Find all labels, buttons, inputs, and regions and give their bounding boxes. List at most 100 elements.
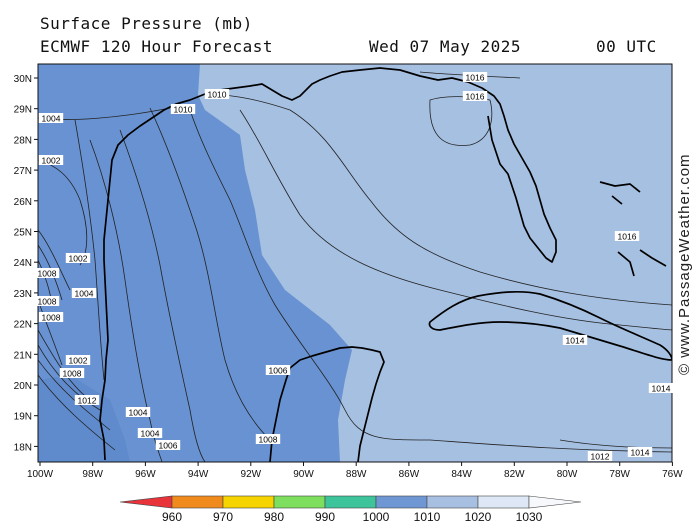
- latitude-axis: 30N 29N 28N 27N 26N 25N 24N 23N 22N 21N 20N 19N 18N: [14, 74, 38, 453]
- gulf-coastline: [99, 67, 557, 461]
- isobar-label: 1004: [141, 429, 160, 439]
- bahamas-coastline: [599, 181, 667, 277]
- scale-swatch: [375, 495, 428, 509]
- isobar-label: 1016: [466, 73, 485, 83]
- scale-swatch: [477, 495, 530, 509]
- lat-label: 18N: [14, 442, 32, 453]
- isobar-label: 1012: [78, 396, 97, 406]
- scale-label: 970: [213, 510, 233, 524]
- scale-label: 1020: [465, 510, 492, 524]
- scale-swatch: [273, 495, 326, 509]
- isobar-label: 1002: [69, 356, 88, 366]
- lon-label: 82W: [504, 469, 525, 480]
- scale-label: 1030: [516, 510, 543, 524]
- scale-swatch: [222, 495, 275, 509]
- lat-label: 23N: [14, 289, 32, 300]
- isobar-1016-closed: [429, 96, 493, 146]
- map-frame: [37, 63, 673, 463]
- scale-label: 960: [162, 510, 182, 524]
- isobar-label-bg: [71, 288, 97, 298]
- isobar-1006-southwest: [38, 344, 101, 411]
- isobar-label-bg: [462, 91, 488, 101]
- isobar-label-bg: [38, 113, 64, 123]
- lon-label: 92W: [241, 469, 262, 480]
- lon-label: 86W: [399, 469, 420, 480]
- chart-title: Surface Pressure (mb): [40, 14, 253, 33]
- isobar-label-bg: [204, 89, 230, 99]
- lat-label: 22N: [14, 320, 32, 331]
- lon-label: 94W: [188, 469, 209, 480]
- map-fields: [38, 64, 672, 462]
- isobar-label: 1010: [174, 105, 193, 115]
- lat-label: 25N: [14, 228, 32, 239]
- longitude-axis: 100W 98W 96W 94W 92W 90W 88W 86W 84W 82W 80W 78W 76W: [27, 462, 683, 480]
- lat-label: 19N: [14, 412, 32, 423]
- scale-label: 990: [315, 510, 335, 524]
- isobar-label-bg: [170, 104, 196, 114]
- lon-label: 98W: [82, 469, 103, 480]
- isobar-label: 1014: [566, 336, 585, 346]
- valid-time: 00 UTC: [596, 37, 657, 56]
- isobar-label: 1008: [63, 369, 82, 379]
- scale-label: 1010: [414, 510, 441, 524]
- lon-label: 100W: [27, 469, 54, 480]
- isobar-1002: [74, 119, 105, 381]
- isobar-1012: [204, 92, 672, 306]
- isobar-label-bg: [614, 231, 640, 241]
- isobar-label-bg: [125, 407, 151, 417]
- isobar-label-bg: [462, 72, 488, 82]
- isobar-label-bg: [38, 155, 64, 165]
- isobar-label: 1008: [38, 269, 57, 279]
- isobar-label-bg: [65, 253, 91, 263]
- isobar-label: 1008: [38, 297, 57, 307]
- isobar-label-bg: [627, 447, 653, 457]
- yucatan-coastline: [269, 346, 385, 462]
- lon-label: 76W: [662, 469, 683, 480]
- scale-low-arrow: [119, 495, 173, 509]
- isobar-1014-south: [559, 439, 672, 449]
- isobar-label-bg: [155, 440, 181, 450]
- scale-swatch: [324, 495, 377, 509]
- isobar-label-bg: [265, 365, 291, 375]
- scale-label: 1000: [363, 510, 390, 524]
- lat-label: 26N: [14, 197, 32, 208]
- lat-label: 21N: [14, 350, 32, 361]
- isobar-label: 1014: [631, 448, 650, 458]
- isobar-label-bg: [34, 296, 60, 306]
- isobar-label: 1002: [69, 254, 88, 264]
- isobar-label-bg: [59, 368, 85, 378]
- scale-swatch: [171, 495, 224, 509]
- isobar-label-bg: [137, 428, 163, 438]
- scale-label: 980: [264, 510, 284, 524]
- isobar-label: 1012: [591, 452, 610, 462]
- isobar-label-bg: [562, 335, 588, 345]
- isobar-label: 1014: [652, 384, 671, 394]
- isobar-label-bg: [648, 383, 674, 393]
- isobar-label: 1002: [42, 156, 61, 166]
- pressure-color-scale: 960 970 980 990 1000 1010 1020 1030: [119, 495, 582, 524]
- isobar-label: 1016: [618, 232, 637, 242]
- isobar-label-bg: [38, 312, 64, 322]
- isobar-1008-southwest: [38, 359, 111, 431]
- isobar-label-bg: [34, 268, 60, 278]
- model-label: ECMWF 120 Hour Forecast: [40, 37, 274, 56]
- lon-label: 90W: [293, 469, 314, 480]
- isobar-label-bg: [587, 451, 613, 461]
- lon-label: 88W: [346, 469, 367, 480]
- isobar-label: 1006: [159, 441, 178, 451]
- lon-label: 96W: [135, 469, 156, 480]
- isobar-label-bg: [65, 355, 91, 365]
- lon-label: 84W: [451, 469, 472, 480]
- isobar-label: 1016: [466, 92, 485, 102]
- scale-high-arrow: [528, 495, 582, 509]
- lat-label: 28N: [14, 135, 32, 146]
- isobar-1008: [149, 107, 271, 441]
- isobar-label: 1006: [269, 366, 288, 376]
- lat-label: 27N: [14, 166, 32, 177]
- isobar-label: 1008: [259, 435, 278, 445]
- lon-label: 80W: [557, 469, 578, 480]
- isobar-label: 1004: [129, 408, 148, 418]
- isobar-label: 1008: [42, 313, 61, 323]
- isobar-1016-north: [419, 71, 521, 79]
